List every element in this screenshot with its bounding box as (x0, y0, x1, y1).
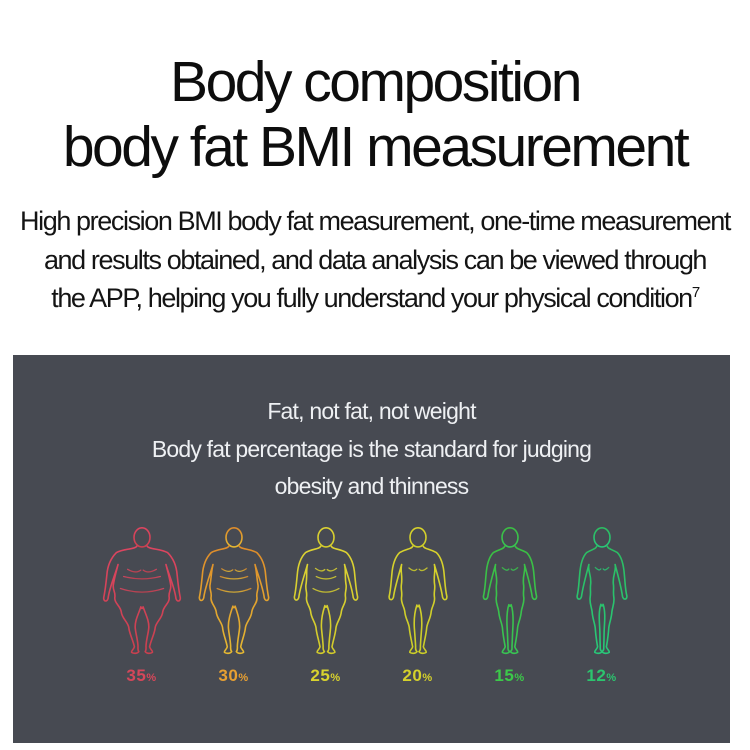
percent-label: 12% (586, 666, 616, 686)
page-title: Body composition body fat BMI measuremen… (0, 50, 750, 180)
percent-value: 15 (494, 665, 515, 685)
percent-unit: % (238, 671, 249, 684)
description-line-1: High precision BMI body fat measurement,… (20, 206, 731, 236)
human-outline-icon (293, 526, 358, 654)
percent-unit: % (422, 671, 433, 684)
human-outline-icon (575, 526, 628, 654)
human-outline-icon (102, 526, 181, 654)
figures-row: 35% 30% 25% 20% 15% 12% (13, 526, 730, 686)
percent-value: 20 (402, 665, 423, 685)
human-outline-icon (198, 526, 269, 654)
figure-body-fat-25: 25% (280, 526, 372, 686)
percent-label: 35% (126, 666, 156, 686)
title-line-1: Body composition (170, 50, 582, 114)
page-description: High precision BMI body fat measurement,… (0, 202, 750, 318)
percent-value: 30 (218, 665, 239, 685)
percent-label: 30% (218, 666, 248, 686)
description-line-2: and results obtained, and data analysis … (43, 244, 708, 275)
percent-unit: % (330, 671, 341, 684)
human-outline-icon (482, 526, 537, 654)
figure-body-fat-12: 12% (556, 526, 648, 686)
description-line-3: the APP, helping you fully understand yo… (0, 279, 750, 318)
panel-heading: Fat, not fat, not weight Body fat percen… (13, 355, 730, 506)
percent-value: 12 (586, 665, 607, 685)
panel-heading-line-1: Fat, not fat, not weight (267, 398, 476, 424)
percent-unit: % (514, 671, 525, 684)
panel-heading-line-2: Body fat percentage is the standard for … (151, 435, 592, 462)
percent-label: 20% (402, 666, 432, 686)
figure-body-fat-35: 35% (96, 526, 188, 686)
human-outline-icon (387, 526, 448, 654)
footnote-superscript: 7 (691, 284, 700, 301)
percent-value: 35 (126, 665, 147, 685)
figure-body-fat-20: 20% (372, 526, 464, 686)
description-line-3-text: the APP, helping you fully understand yo… (51, 283, 693, 313)
figure-body-fat-15: 15% (464, 526, 556, 686)
body-fat-panel: Fat, not fat, not weight Body fat percen… (13, 355, 730, 743)
panel-heading-line-3: obesity and thinness (274, 473, 470, 499)
percent-unit: % (606, 671, 617, 684)
title-line-2: body fat BMI measurement (62, 115, 690, 179)
percent-unit: % (146, 671, 157, 684)
percent-value: 25 (310, 665, 331, 685)
percent-label: 15% (494, 666, 524, 686)
percent-label: 25% (310, 666, 340, 686)
figure-body-fat-30: 30% (188, 526, 280, 686)
